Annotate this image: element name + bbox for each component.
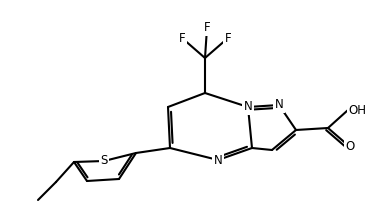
Text: N: N: [243, 101, 252, 113]
Text: O: O: [345, 141, 355, 153]
Text: N: N: [214, 153, 223, 166]
Text: S: S: [100, 155, 108, 168]
Text: F: F: [179, 32, 185, 44]
Text: OH: OH: [348, 103, 366, 117]
Text: F: F: [225, 32, 231, 44]
Text: N: N: [275, 99, 283, 111]
Text: F: F: [204, 22, 210, 34]
